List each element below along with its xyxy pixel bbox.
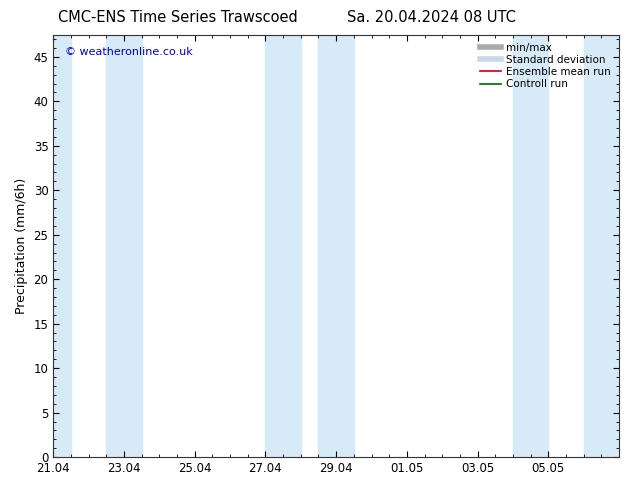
Bar <box>266 35 301 457</box>
Text: © weatheronline.co.uk: © weatheronline.co.uk <box>65 47 192 57</box>
Bar <box>36 35 71 457</box>
Y-axis label: Precipitation (mm/6h): Precipitation (mm/6h) <box>15 178 28 314</box>
Bar <box>513 35 548 457</box>
Legend: min/max, Standard deviation, Ensemble mean run, Controll run: min/max, Standard deviation, Ensemble me… <box>477 40 614 92</box>
Text: Sa. 20.04.2024 08 UTC: Sa. 20.04.2024 08 UTC <box>347 10 515 25</box>
Bar <box>318 35 354 457</box>
Text: CMC-ENS Time Series Trawscoed: CMC-ENS Time Series Trawscoed <box>58 10 297 25</box>
Bar <box>584 35 634 457</box>
Bar <box>107 35 141 457</box>
